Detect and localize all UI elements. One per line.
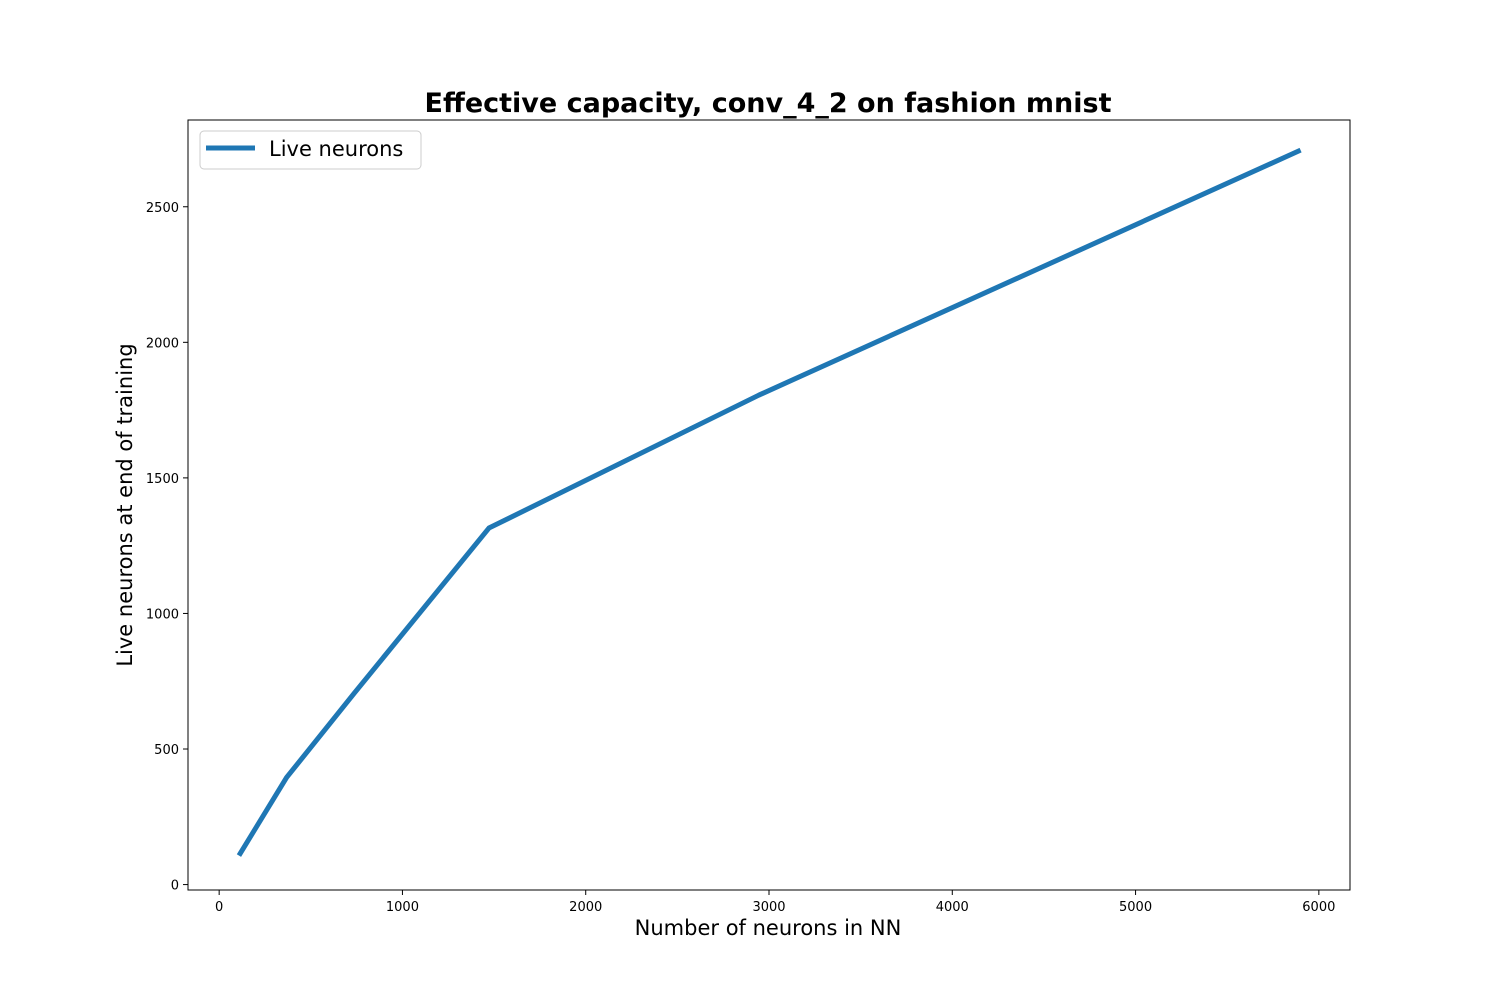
- x-tick-label: 5000: [1119, 900, 1152, 915]
- plot-frame: [187, 119, 1351, 891]
- legend-label: Live neurons: [269, 137, 403, 161]
- x-tick-label: 3000: [752, 900, 785, 915]
- x-tick-label: 2000: [569, 900, 602, 915]
- y-tick-label: 1000: [146, 607, 179, 622]
- x-axis-label: Number of neurons in NN: [635, 916, 902, 940]
- y-axis: 0 500 1000 1500 2000 2500: [146, 201, 188, 894]
- y-tick-label: 2500: [146, 201, 179, 216]
- y-tick-label: 500: [154, 743, 179, 758]
- x-axis: 0 1000 2000 3000 4000 5000 6000: [215, 890, 1335, 915]
- legend-frame: [199, 130, 422, 170]
- chart-title: Effective capacity, conv_4_2 on fashion …: [425, 88, 1112, 119]
- legend: Live neurons: [199, 130, 422, 170]
- y-axis-label: Live neurons at end of training: [113, 343, 137, 666]
- y-tick-label: 2000: [146, 336, 179, 351]
- x-tick-label: 1000: [386, 900, 419, 915]
- plot-area: [187, 119, 1351, 891]
- x-tick-label: 0: [215, 900, 223, 915]
- y-tick-label: 1500: [146, 472, 179, 487]
- y-tick-label: 0: [171, 879, 179, 894]
- x-tick-label: 4000: [936, 900, 969, 915]
- x-tick-label: 6000: [1302, 900, 1335, 915]
- series-line-live-neurons: [236, 147, 1302, 857]
